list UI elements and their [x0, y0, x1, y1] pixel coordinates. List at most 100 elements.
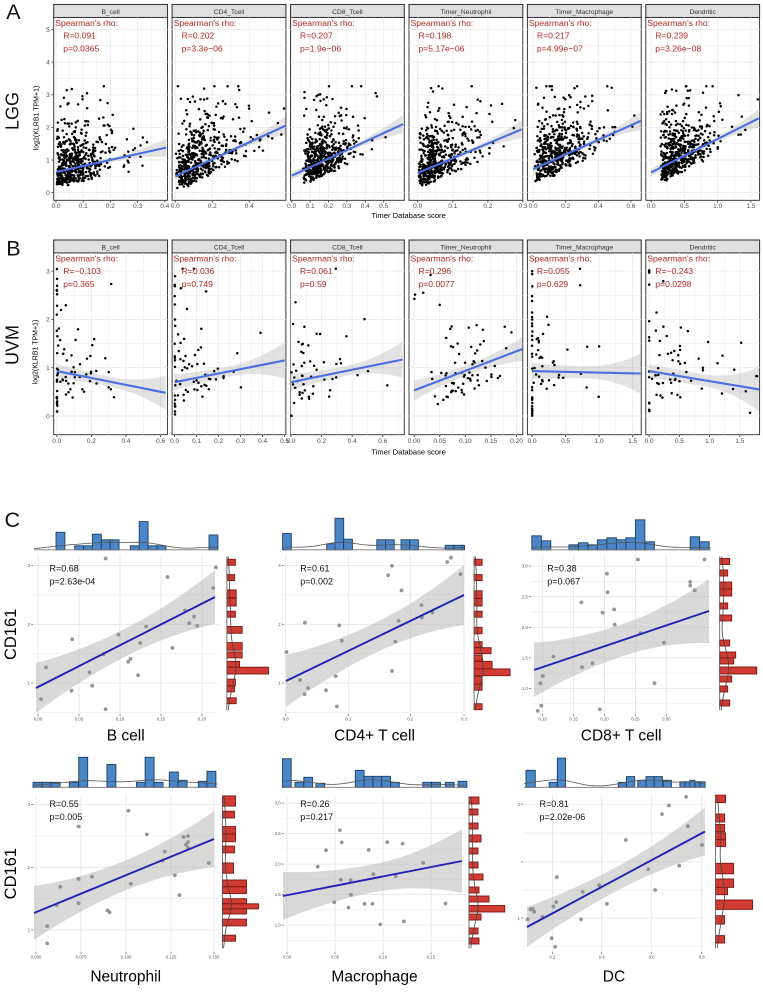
svg-text:C: C [5, 508, 21, 532]
svg-text:0.150: 0.150 [209, 955, 220, 960]
svg-text:0.0: 0.0 [52, 438, 61, 445]
svg-text:0.2: 0.2 [317, 438, 326, 445]
svg-text:0.5: 0.5 [280, 438, 289, 445]
svg-text:0.6: 0.6 [156, 438, 165, 445]
svg-text:0.6: 0.6 [649, 955, 656, 960]
svg-text:3: 3 [46, 92, 50, 99]
svg-text:0.000: 0.000 [31, 955, 42, 960]
svg-text:p=5.17e−06: p=5.17e−06 [419, 44, 465, 54]
svg-text:0.0: 0.0 [286, 438, 295, 445]
svg-text:R=0.61: R=0.61 [300, 564, 329, 574]
svg-text:CD8+ T cell: CD8+ T cell [581, 728, 662, 745]
svg-text:0.4: 0.4 [245, 203, 254, 210]
svg-text:1: 1 [518, 916, 521, 921]
svg-text:B cell: B cell [107, 728, 145, 745]
svg-text:0.0: 0.0 [529, 203, 538, 210]
svg-text:Spearman's rho:: Spearman's rho: [529, 253, 592, 263]
svg-text:5: 5 [46, 27, 50, 34]
svg-text:Spearman's rho:: Spearman's rho: [647, 253, 710, 263]
svg-text:Spearman's rho:: Spearman's rho: [529, 18, 592, 28]
svg-text:R=0.091: R=0.091 [63, 31, 96, 41]
svg-text:0.4: 0.4 [361, 203, 370, 210]
svg-text:0.2: 0.2 [561, 203, 570, 210]
svg-text:1: 1 [28, 928, 31, 933]
svg-text:0.15: 0.15 [427, 955, 436, 960]
svg-text:B: B [6, 237, 20, 261]
svg-text:1.5: 1.5 [735, 438, 744, 445]
svg-text:0.0: 0.0 [645, 438, 654, 445]
svg-text:0.3: 0.3 [133, 203, 142, 210]
svg-text:0.1: 0.1 [448, 203, 457, 210]
svg-text:Spearman's rho:: Spearman's rho: [292, 18, 355, 28]
svg-text:Spearman's rho:: Spearman's rho: [55, 18, 118, 28]
svg-text:0.0: 0.0 [528, 438, 537, 445]
svg-text:1.5: 1.5 [628, 438, 637, 445]
svg-text:0.00: 0.00 [408, 438, 421, 445]
svg-text:3: 3 [28, 802, 31, 807]
svg-text:p=0.0298: p=0.0298 [655, 279, 691, 289]
svg-text:0.15: 0.15 [569, 717, 578, 722]
svg-text:0.2: 0.2 [106, 203, 115, 210]
svg-text:0.3: 0.3 [342, 203, 351, 210]
svg-text:R=0.38: R=0.38 [547, 564, 576, 574]
svg-text:p=0.365: p=0.365 [63, 279, 95, 289]
svg-text:0.15: 0.15 [157, 717, 166, 722]
svg-text:0.6: 0.6 [626, 203, 635, 210]
svg-text:0.1: 0.1 [345, 717, 352, 722]
svg-text:Neutrophil: Neutrophil [90, 969, 161, 986]
svg-text:R=0.036: R=0.036 [182, 266, 215, 276]
svg-text:1.5: 1.5 [275, 892, 282, 897]
svg-text:p=1.9e−06: p=1.9e−06 [300, 44, 341, 54]
svg-text:p=0.629: p=0.629 [537, 279, 569, 289]
svg-text:2: 2 [278, 622, 281, 627]
svg-text:1: 1 [278, 681, 281, 686]
svg-text:0.2: 0.2 [407, 717, 414, 722]
svg-text:Timer_Macrophage: Timer_Macrophage [555, 9, 613, 16]
svg-text:DC: DC [603, 969, 625, 986]
svg-text:0.05: 0.05 [433, 438, 446, 445]
svg-text:Dendritic: Dendritic [690, 9, 717, 16]
svg-text:R=0.202: R=0.202 [182, 31, 215, 41]
svg-text:CD4+ T cell: CD4+ T cell [334, 728, 415, 745]
svg-text:Spearman's rho:: Spearman's rho: [174, 253, 237, 263]
svg-text:Timer_Macrophage: Timer_Macrophage [555, 244, 613, 251]
svg-text:Spearman's rho:: Spearman's rho: [174, 18, 237, 28]
svg-text:R=0.55: R=0.55 [50, 799, 79, 809]
svg-text:0.20: 0.20 [510, 438, 523, 445]
svg-text:0.2: 0.2 [208, 203, 217, 210]
svg-text:0.1: 0.1 [192, 438, 201, 445]
svg-text:3: 3 [28, 563, 31, 568]
svg-text:0.4: 0.4 [348, 438, 357, 445]
svg-text:p=0.0365: p=0.0365 [63, 44, 99, 54]
svg-text:0.3: 0.3 [236, 438, 245, 445]
svg-text:0.30: 0.30 [662, 717, 671, 722]
svg-text:2.5: 2.5 [522, 594, 529, 599]
svg-text:B_cell: B_cell [101, 9, 120, 16]
svg-text:UVM: UVM [3, 325, 23, 365]
svg-text:Dendritic: Dendritic [690, 244, 717, 251]
svg-text:0.8: 0.8 [699, 955, 706, 960]
svg-text:0.05: 0.05 [75, 717, 84, 722]
svg-text:0.2: 0.2 [549, 955, 556, 960]
svg-text:p=2.02e-06: p=2.02e-06 [540, 812, 586, 822]
svg-text:log2(KLRB1 TPM+1): log2(KLRB1 TPM+1) [33, 320, 40, 385]
svg-text:Spearman's rho:: Spearman's rho: [292, 253, 355, 263]
svg-text:R=0.239: R=0.239 [655, 31, 688, 41]
svg-text:0.10: 0.10 [539, 717, 548, 722]
svg-text:0: 0 [46, 190, 50, 197]
svg-text:2.0: 2.0 [522, 625, 529, 630]
svg-text:3: 3 [278, 563, 281, 568]
svg-text:0.3: 0.3 [461, 717, 468, 722]
svg-text:CD8_Tcell: CD8_Tcell [332, 244, 363, 251]
svg-text:2.0: 2.0 [275, 862, 282, 867]
svg-text:CD161: CD161 [2, 848, 20, 899]
svg-text:2: 2 [518, 802, 521, 807]
svg-text:CD4_Tcell: CD4_Tcell [214, 9, 245, 16]
svg-text:B_cell: B_cell [101, 244, 120, 251]
svg-text:0.0: 0.0 [287, 203, 296, 210]
svg-text:Spearman's rho:: Spearman's rho: [411, 253, 474, 263]
svg-text:1.0: 1.0 [522, 686, 529, 691]
svg-text:Spearman's rho:: Spearman's rho: [411, 18, 474, 28]
svg-text:2.5: 2.5 [275, 831, 282, 836]
svg-text:0.125: 0.125 [166, 955, 177, 960]
